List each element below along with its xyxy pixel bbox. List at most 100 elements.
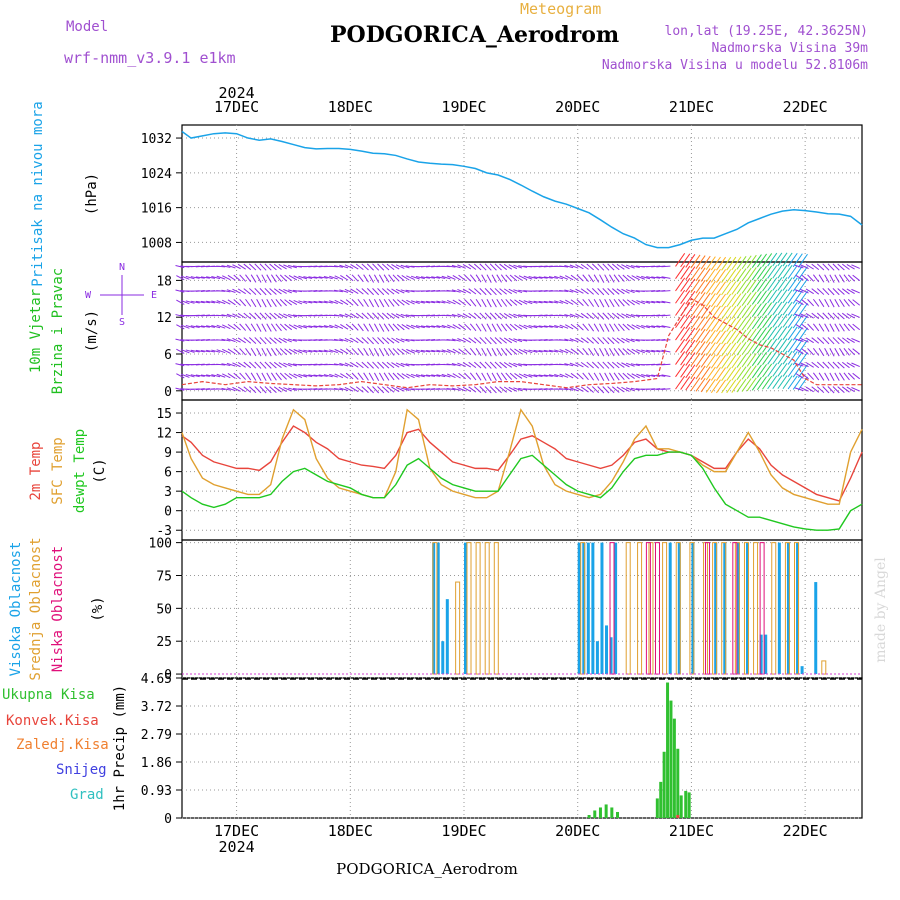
wind-barb xyxy=(792,351,803,366)
wind-barb xyxy=(269,288,277,295)
wind-barb xyxy=(827,337,835,345)
precip-bar xyxy=(610,807,614,818)
wind-barb xyxy=(792,376,803,390)
wind-barb xyxy=(206,325,216,328)
wind-barb xyxy=(822,337,830,345)
wind-barb xyxy=(479,288,487,296)
wind-barb xyxy=(559,300,569,305)
wind-barb xyxy=(548,276,558,279)
wind-barb xyxy=(575,386,584,392)
wind-barb xyxy=(361,312,369,320)
wind-barb xyxy=(200,289,210,292)
wind-barb xyxy=(239,348,247,356)
wind-barb xyxy=(716,256,727,271)
wind-barb xyxy=(767,265,778,279)
wind-barb xyxy=(824,372,830,381)
y-tick-label: 3.72 xyxy=(141,700,172,715)
temp-series-line xyxy=(181,425,863,502)
wind-barb xyxy=(661,325,671,328)
wind-barb xyxy=(243,337,252,344)
wind-barb xyxy=(625,338,635,343)
wind-barb xyxy=(851,362,860,368)
wind-barb xyxy=(475,274,482,283)
wind-barb xyxy=(528,275,538,280)
wind-barb xyxy=(383,372,390,381)
wind-barb xyxy=(726,305,737,320)
wind-barb xyxy=(357,274,364,283)
wind-barb xyxy=(284,299,293,306)
wind-barb xyxy=(777,264,788,279)
wind-barb xyxy=(226,387,236,392)
wind-barb xyxy=(621,386,630,392)
cloud-bar xyxy=(793,542,799,675)
wind-barb xyxy=(721,355,732,369)
wind-barb xyxy=(270,298,277,307)
wind-barb xyxy=(543,349,553,353)
wind-barb xyxy=(710,281,721,295)
wind-barb xyxy=(832,386,840,394)
wind-barb xyxy=(372,337,380,345)
cloud-bar xyxy=(746,542,750,675)
wind-barb xyxy=(593,323,600,332)
wind-barb xyxy=(782,338,793,353)
wind-barb xyxy=(792,265,803,280)
wind-barb xyxy=(464,323,472,331)
wind-barb xyxy=(361,361,369,369)
precip-bar xyxy=(655,798,659,818)
wind-barb xyxy=(586,361,594,369)
wind-barb xyxy=(266,298,272,308)
wind-barb xyxy=(661,300,671,304)
wind-barb xyxy=(206,276,216,279)
wind-barb xyxy=(801,323,809,331)
wind-barb xyxy=(841,361,850,369)
wind-barb xyxy=(496,372,502,381)
wind-barb xyxy=(366,288,374,296)
wind-barb xyxy=(812,372,820,381)
wind-barb xyxy=(746,353,757,367)
wind-barb xyxy=(554,324,564,329)
wind-barb xyxy=(751,340,762,354)
y-tick-label: 0.93 xyxy=(141,784,172,799)
wind-barb xyxy=(377,263,385,271)
wind-barb xyxy=(227,373,236,379)
wind-barb xyxy=(499,312,507,320)
wind-barb xyxy=(756,376,767,391)
wind-barb xyxy=(756,278,767,292)
wind-barb xyxy=(357,348,364,356)
wind-barb xyxy=(397,323,405,331)
wind-barb xyxy=(651,349,661,353)
wind-barb xyxy=(827,263,835,271)
wind-barb xyxy=(446,275,456,280)
wind-barb xyxy=(795,348,804,355)
wind-barb xyxy=(344,264,354,269)
wind-barb xyxy=(383,298,390,308)
wind-barb xyxy=(700,280,711,295)
wind-barb xyxy=(751,291,762,305)
wind-barb xyxy=(340,373,349,379)
wind-barb xyxy=(222,348,231,354)
wind-barb xyxy=(564,338,574,342)
wind-barb xyxy=(626,299,635,306)
wind-barb xyxy=(395,313,405,319)
wind-barb xyxy=(216,275,226,280)
wind-barb xyxy=(751,254,762,268)
wind-barb xyxy=(538,300,548,304)
wind-barb xyxy=(426,349,436,353)
wind-barb xyxy=(473,288,482,295)
wind-barb xyxy=(232,362,241,368)
wind-barb xyxy=(618,323,625,331)
wind-barb xyxy=(298,275,308,280)
wind-barb xyxy=(313,289,323,292)
wind-barb xyxy=(586,312,594,320)
wind-barb xyxy=(392,372,400,380)
wind-barb xyxy=(576,323,584,331)
wind-barb xyxy=(695,341,706,355)
wind-barb xyxy=(841,386,850,393)
wind-barb xyxy=(400,264,410,269)
wind-barb xyxy=(420,300,430,304)
wind-barb xyxy=(350,337,359,344)
wind-barb xyxy=(278,288,287,294)
wind-barb xyxy=(762,363,773,378)
wind-barb xyxy=(564,363,574,367)
